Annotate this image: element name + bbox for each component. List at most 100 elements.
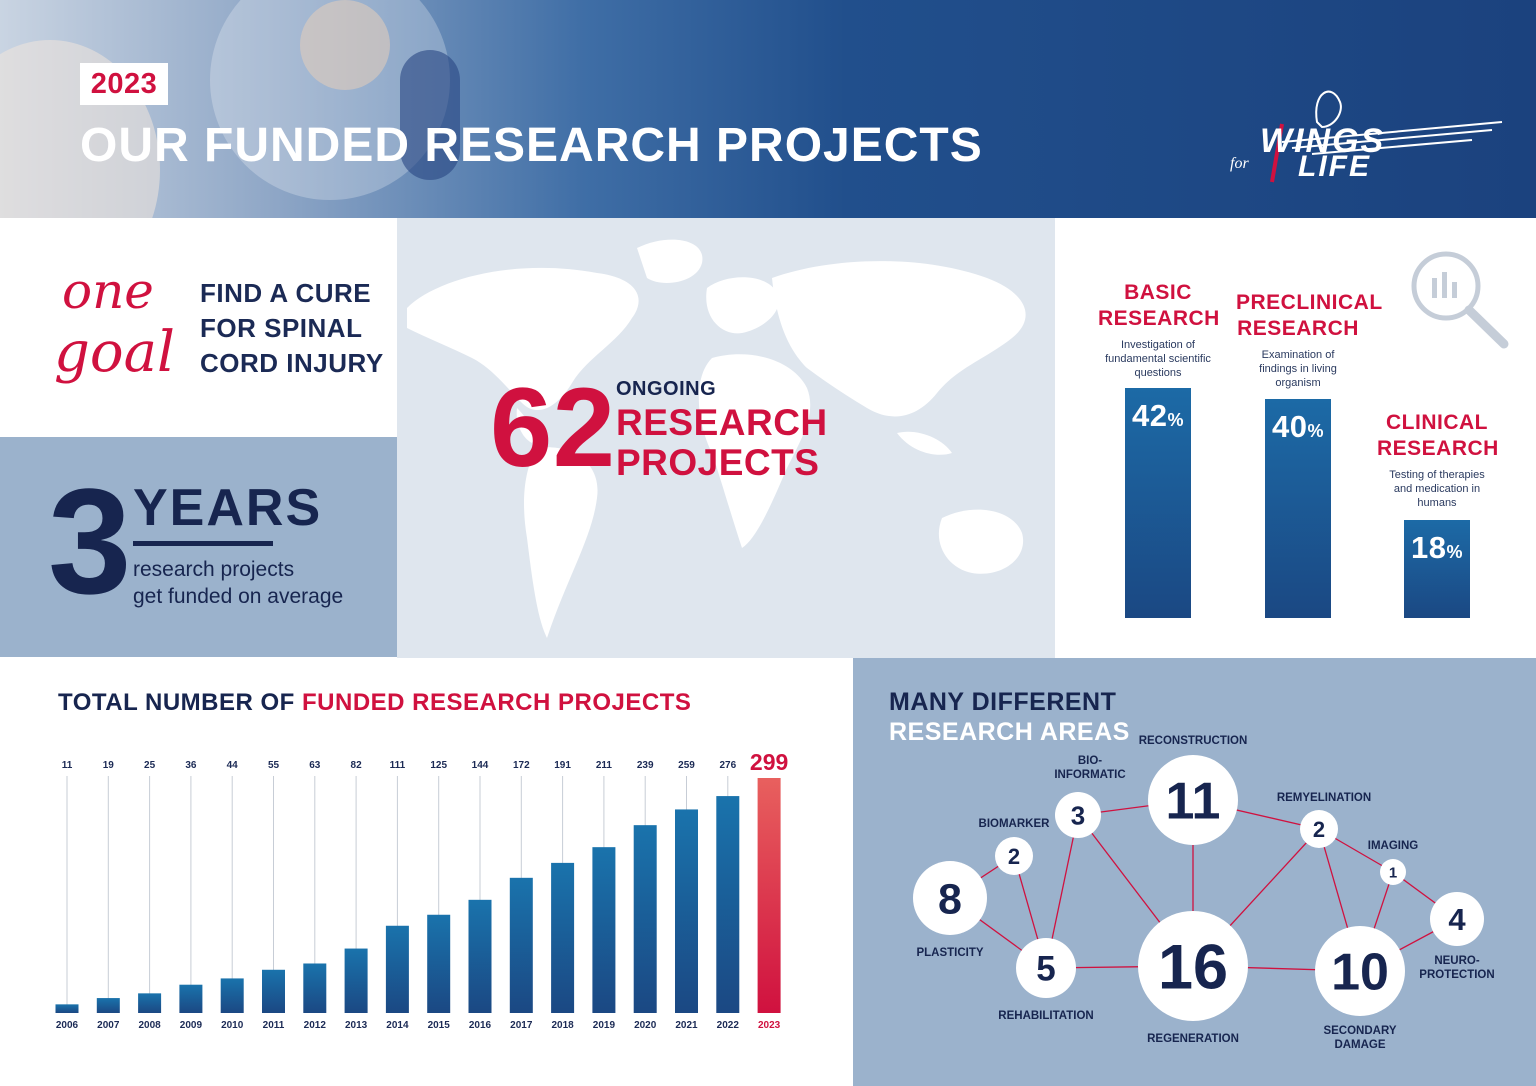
ongoing-label: ONGOING [616,378,717,400]
research-type-title-line: RESEARCH [1237,317,1359,340]
research-areas-network: 8 PLASTICITY 2 BIOMARKER 3 BIO- INFORMATIC 11 RE… [913,735,1495,1051]
x-tick-label: 2018 [551,1020,574,1031]
bar-value-label: 211 [596,760,613,771]
x-tick-label: 2021 [675,1020,698,1031]
research-type-value-number: 18 [1411,530,1447,565]
research-type-desc: Investigation of fundamental scientific … [1098,338,1218,380]
world-map-panel [397,218,1055,658]
chart-title: TOTAL NUMBER OF FUNDED RESEARCH PROJECTS [58,689,691,717]
bar-value-label: 191 [554,760,571,771]
research-type-desc-line: fundamental scientific [1105,353,1211,365]
research-type-value: 42% [1125,398,1191,434]
bar-2020 [633,825,657,1013]
bar-value-label: 63 [309,760,321,771]
x-tick-label: 2012 [304,1020,327,1031]
area-node-label: PROTECTION [1419,969,1494,981]
research-type-basic: BASIC RESEARCH Investigation of fundamen… [1098,280,1219,380]
area-node-value: 10 [1331,944,1389,1002]
research-type-title: CLINICAL RESEARCH [1377,410,1498,462]
bar-value-label: 19 [103,760,115,771]
years-desc-line: research projects [133,558,295,581]
years-number: 3 [48,457,132,625]
x-tick-label: 2014 [386,1020,409,1031]
bar-2015 [427,914,451,1013]
area-node-value: 4 [1448,902,1466,937]
bar-value-label: 125 [430,760,447,771]
area-node-label: IMAGING [1368,840,1419,852]
funded-projects-bar-chart: 11 2006 19 2007 25 2008 36 2009 44 2010 55 2011 63 20… [55,749,788,1031]
area-node-value: 11 [1166,773,1221,831]
x-tick-label: 2013 [345,1020,368,1031]
x-tick-label: 2011 [263,1020,285,1031]
bar-value-label: 144 [472,760,489,771]
research-type-clinical: CLINICAL RESEARCH Testing of therapies a… [1377,410,1498,510]
research-type-bar-basic: 42% [1125,388,1191,618]
x-tick-label: 2009 [180,1020,203,1031]
research-type-value-unit: % [1167,410,1184,430]
research-type-value-number: 42 [1132,398,1168,433]
x-tick-label: 2008 [138,1020,161,1031]
research-type-bar-clinical: 18% [1404,520,1470,618]
goal-line: FOR SPINAL [200,313,363,343]
area-node-label: REMYELINATION [1277,792,1371,804]
area-node-value: 5 [1036,950,1055,989]
world-map-icon [407,239,1026,638]
area-node-value: 1 [1389,864,1397,881]
area-node-label: BIO- [1078,755,1102,767]
script-one: one [62,262,154,320]
magnifier-chart-icon [1411,251,1509,349]
area-node-label: SECONDARY [1323,1025,1396,1037]
research-type-desc-line: Testing of therapies [1389,469,1485,481]
bar-2013 [344,948,368,1013]
area-node-label: RECONSTRUCTION [1139,735,1248,747]
area-node-neuroprotection [1430,892,1484,946]
bar-value-label: 299 [750,749,788,775]
bar-value-label: 259 [678,760,695,771]
logo-wing-icon [1281,90,1503,155]
research-type-desc-line: Investigation of [1121,339,1195,351]
area-node-imaging [1380,859,1406,885]
bar-value-label: 11 [62,760,73,771]
years-panel [0,437,397,657]
bar-value-label: 111 [390,760,406,771]
bar-2014 [385,925,409,1013]
bar-value-label: 82 [351,760,363,771]
area-node-secondary-damage [1315,926,1405,1016]
areas-title: MANY DIFFERENT [889,688,1117,716]
area-node-value: 3 [1071,800,1085,830]
bar-value-label: 239 [637,760,654,771]
years-description: research projects get funded on average [133,556,343,610]
areas-subtitle: RESEARCH AREAS [889,718,1130,746]
area-node-label: REGENERATION [1147,1033,1239,1045]
area-node-label: BIOMARKER [979,818,1051,830]
area-node-value: 2 [1008,844,1020,869]
research-type-title: BASIC RESEARCH [1098,280,1219,332]
goal-line: CORD INJURY [200,348,384,378]
years-divider [133,541,273,546]
bar-2021 [675,809,698,1013]
chart-title-highlight: FUNDED RESEARCH PROJECTS [302,689,692,716]
bar-2016 [468,899,492,1013]
years-word: YEARS [133,479,323,537]
bar-value-label: 172 [513,760,530,771]
x-tick-label: 2020 [634,1020,657,1031]
area-node-reconstruction [1148,755,1238,845]
bar-value-label: 36 [185,760,197,771]
x-tick-label: 2016 [469,1020,492,1031]
research-type-desc-line: questions [1134,367,1182,379]
x-tick-label: 2019 [593,1020,616,1031]
years-desc-line: get funded on average [133,585,344,608]
area-node-label: NEURO- [1434,955,1480,967]
bar-2017 [509,877,533,1013]
area-node-regeneration [1138,911,1248,1021]
research-type-value-number: 40 [1272,409,1308,444]
x-tick-label: 2022 [717,1020,740,1031]
bar-2018 [551,862,575,1013]
research-type-desc-line: humans [1417,497,1457,509]
area-node-remyelination [1300,810,1338,848]
x-tick-label: 2023 [758,1020,781,1031]
x-tick-label: 2006 [56,1020,79,1031]
x-tick-label: 2015 [428,1020,451,1031]
x-tick-label: 2007 [97,1020,120,1031]
ongoing-line: PROJECTS [616,442,820,483]
